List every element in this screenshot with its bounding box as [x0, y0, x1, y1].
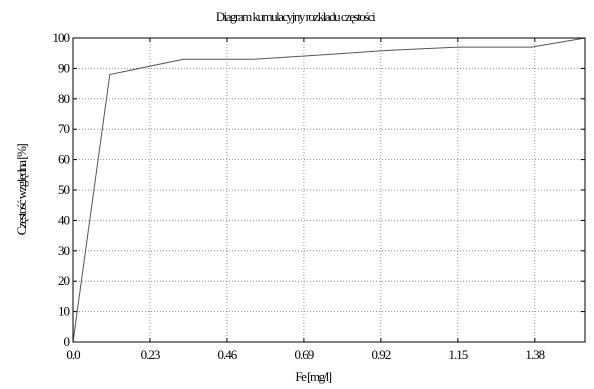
grid [73, 38, 585, 342]
y-axis-label: Częstość względna [%] [14, 144, 29, 236]
x-tick-label: 1.38 [525, 347, 544, 362]
y-tick-label: 100 [53, 30, 70, 45]
series [72, 37, 586, 343]
y-tick-label: 60 [58, 152, 70, 167]
y-tick-label: 50 [58, 182, 70, 197]
x-axis-label: Fe [mg/l] [295, 369, 331, 384]
ticks: 0.0 0.23 0.46 0.69 0.92 1.15 1.38 0 10 20 30 40 50 60… [53, 30, 585, 362]
x-tick-label: 0.23 [141, 347, 160, 362]
y-tick-label: 40 [58, 212, 70, 227]
series-line [72, 37, 586, 343]
y-tick-label: 30 [58, 243, 70, 258]
x-tick-label: 1.15 [448, 347, 467, 362]
y-tick-label: 0 [64, 334, 70, 349]
x-tick-label: 0.69 [295, 347, 314, 362]
y-tick-label: 20 [58, 273, 70, 288]
y-tick-label: 90 [58, 60, 70, 75]
y-tick-label: 80 [58, 91, 70, 106]
y-tick-label: 10 [58, 304, 70, 319]
y-tick-label: 70 [58, 121, 70, 136]
x-tick-label: 0.46 [218, 347, 238, 362]
x-tick-label: 0.92 [371, 347, 390, 362]
x-tick-label: 0.0 [66, 347, 80, 362]
chart-title: Diagram kumulacyjny rozkładu częstości [216, 9, 376, 24]
